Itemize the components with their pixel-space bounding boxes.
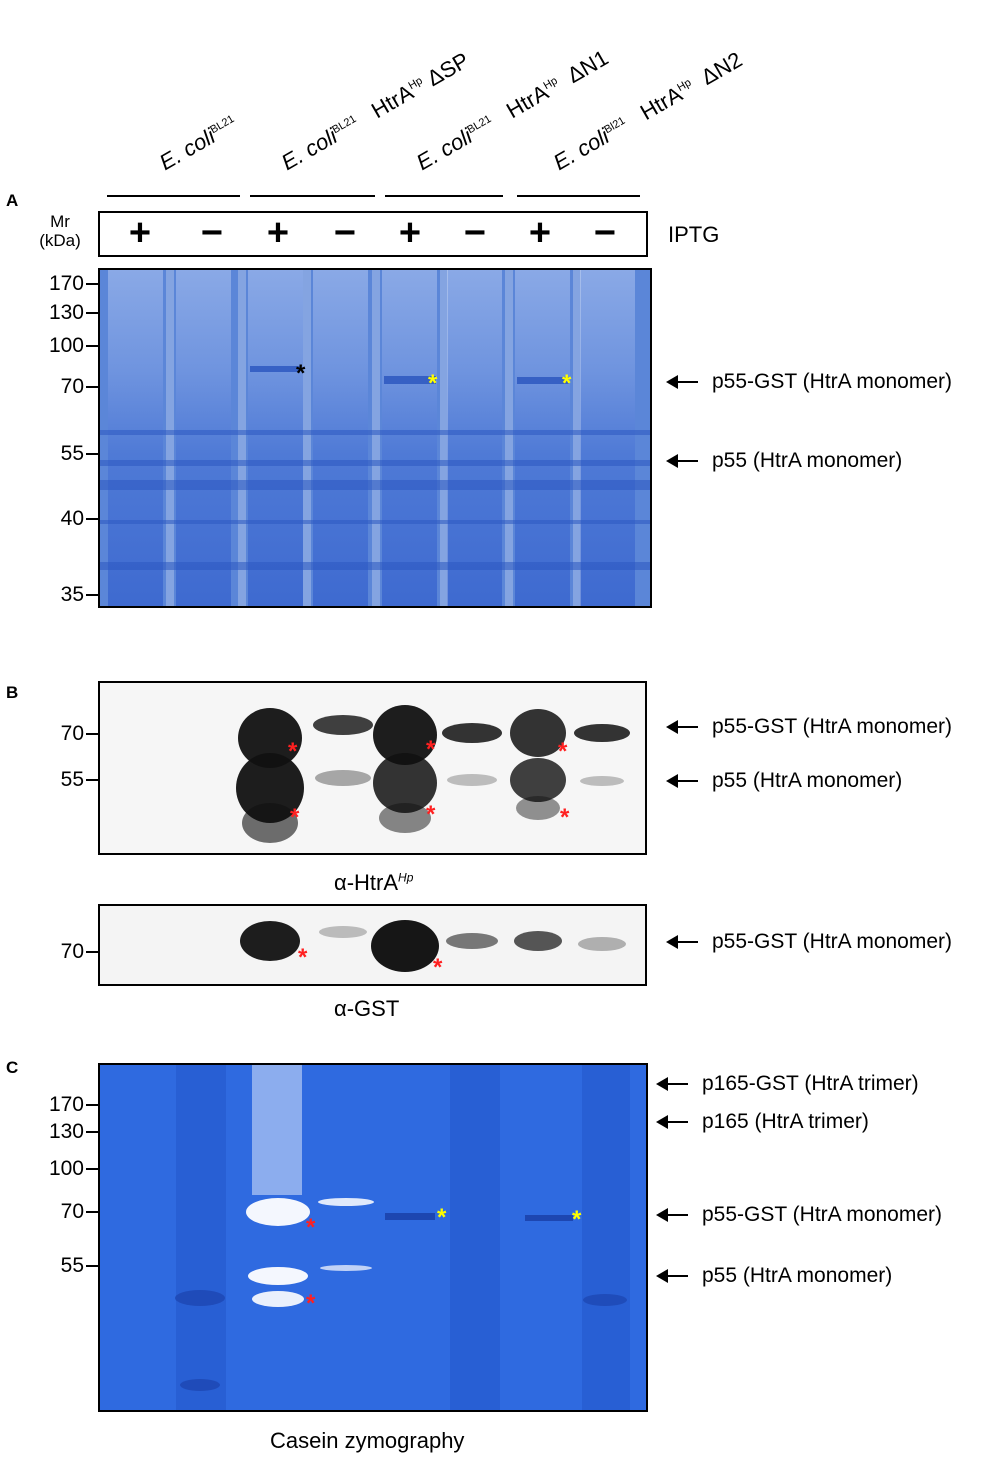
blot1-caption: α-HtrAHp	[334, 870, 414, 895]
panel-a-star-2: *	[428, 370, 438, 397]
blot1-star: *	[290, 804, 300, 831]
tick-70	[86, 386, 100, 388]
panel-a-band-p55-gst: p55-GST (HtrA monomer)	[666, 370, 952, 394]
c-band-p55: p55 (HtrA monomer)	[656, 1264, 892, 1288]
panel-a-star-1: *	[296, 360, 306, 387]
c-star: *	[572, 1206, 582, 1233]
blot1-band-p55-gst: p55-GST (HtrA monomer)	[666, 715, 952, 739]
c-star: *	[437, 1204, 447, 1231]
western-blot-gst-image	[100, 906, 645, 984]
western-blot-htra	[98, 681, 647, 855]
arrow-left-icon	[666, 774, 698, 788]
western-blot-gst	[98, 904, 647, 986]
blot1-marker-55: 55	[60, 768, 84, 791]
iptg-sign-7: +	[528, 212, 552, 254]
tick-35	[86, 594, 100, 596]
iptg-sign-4: −	[333, 212, 357, 254]
panel-b-letter: B	[6, 683, 19, 702]
tick-100	[86, 345, 100, 347]
blot1-tick-55	[86, 779, 100, 781]
arrow-left-icon	[666, 720, 698, 734]
blot1-star: *	[426, 801, 436, 828]
casein-zymography-gel-image	[100, 1065, 646, 1410]
marker-170: 170	[48, 272, 84, 295]
arrow-left-icon	[656, 1208, 688, 1222]
marker-35: 35	[60, 583, 84, 606]
group-1-bracket	[107, 195, 240, 197]
tick-130	[86, 312, 100, 314]
iptg-sign-8: −	[593, 212, 617, 254]
marker-55: 55	[60, 442, 84, 465]
iptg-sign-row: + − + − + − + −	[98, 211, 648, 257]
tick-55	[86, 453, 100, 455]
c-tick-100	[86, 1168, 100, 1170]
c-band-p165: p165 (HtrA trimer)	[656, 1110, 869, 1134]
tick-170	[86, 283, 100, 285]
c-marker-100: 100	[48, 1157, 84, 1180]
c-star: *	[306, 1290, 316, 1317]
lane-group-1-label: E. coliBL21	[155, 112, 237, 176]
marker-130: 130	[48, 301, 84, 324]
iptg-sign-2: −	[200, 212, 224, 254]
arrow-left-icon	[666, 935, 698, 949]
arrow-left-icon	[656, 1269, 688, 1283]
c-marker-130: 130	[48, 1120, 84, 1143]
iptg-sign-5: +	[398, 212, 422, 254]
blot2-marker-70: 70	[60, 940, 84, 963]
marker-40: 40	[60, 507, 84, 530]
c-tick-70	[86, 1211, 100, 1213]
panel-a-star-3: *	[562, 370, 572, 397]
marker-100: 100	[48, 334, 84, 357]
group-3-bracket	[385, 195, 503, 197]
mr-label: Mr (kDa)	[39, 212, 81, 250]
c-tick-55	[86, 1265, 100, 1267]
zymography-caption: Casein zymography	[270, 1428, 465, 1453]
blot1-star: *	[288, 738, 298, 765]
arrow-left-icon	[656, 1077, 688, 1091]
c-tick-170	[86, 1104, 100, 1106]
group-4-bracket	[517, 195, 640, 197]
c-marker-70: 70	[60, 1200, 84, 1223]
casein-zymography-gel	[98, 1063, 648, 1412]
coomassie-gel-image	[100, 270, 650, 606]
blot2-star: *	[433, 954, 443, 981]
arrow-left-icon	[666, 375, 698, 389]
iptg-label: IPTG	[668, 222, 720, 247]
c-marker-55: 55	[60, 1254, 84, 1277]
tick-40	[86, 518, 100, 520]
c-tick-130	[86, 1131, 100, 1133]
panel-a-band-p55: p55 (HtrA monomer)	[666, 449, 902, 473]
arrow-left-icon	[666, 454, 698, 468]
coomassie-gel	[98, 268, 652, 608]
c-band-p55-gst: p55-GST (HtrA monomer)	[656, 1203, 942, 1227]
western-blot-htra-image	[100, 683, 645, 853]
c-marker-170: 170	[48, 1093, 84, 1116]
blot1-tick-70	[86, 733, 100, 735]
iptg-sign-3: +	[266, 212, 290, 254]
blot1-star: *	[426, 736, 436, 763]
blot2-band-p55-gst: p55-GST (HtrA monomer)	[666, 930, 952, 954]
blot1-star: *	[560, 804, 570, 831]
c-band-p165-gst: p165-GST (HtrA trimer)	[656, 1072, 919, 1096]
iptg-sign-1: +	[128, 212, 152, 254]
blot2-caption: α-GST	[334, 996, 400, 1021]
blot2-tick-70	[86, 951, 100, 953]
group-2-bracket	[250, 195, 375, 197]
blot1-star: *	[558, 738, 568, 765]
marker-70: 70	[60, 375, 84, 398]
c-star: *	[306, 1214, 316, 1241]
blot1-marker-70: 70	[60, 722, 84, 745]
iptg-sign-6: −	[463, 212, 487, 254]
panel-a-letter: A	[6, 191, 19, 210]
arrow-left-icon	[656, 1115, 688, 1129]
blot2-star: *	[298, 944, 308, 971]
panel-c-letter: C	[6, 1058, 19, 1077]
blot1-band-p55: p55 (HtrA monomer)	[666, 769, 902, 793]
